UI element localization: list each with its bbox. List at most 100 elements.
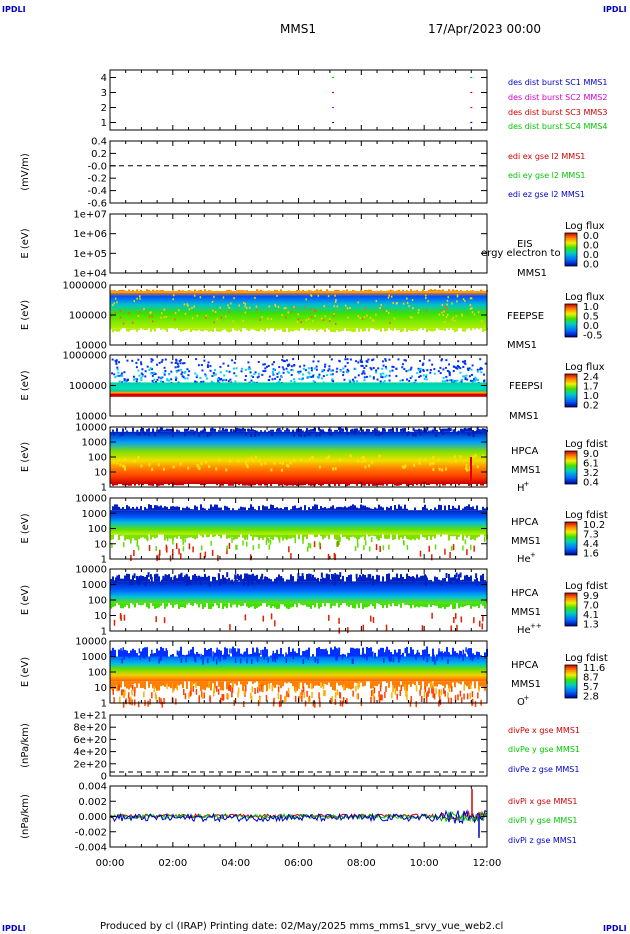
ytick-label-hpca_o: 10 [94,683,107,694]
colorbar-title-hpca_o: Log fdist [565,653,608,664]
ytick-label-hpca_hepp: 100 [88,596,107,607]
ytick-label-burst: 1 [101,118,107,129]
species-charge-hpca_he: + [530,551,536,559]
ytick-label-edi: 0.2 [91,149,107,160]
ytick-label-burst: 2 [101,103,107,114]
ytick-label-feepsi: 10000 [75,412,107,423]
legend-divpe-2: divPe z gse MMS1 [508,765,579,774]
panel-label-feepse-1: MMS1 [507,340,537,351]
colorbar-title-hpca_h: Log fdist [565,439,608,450]
ytick-label-edi: -0.4 [87,186,107,197]
ytick-label-hpca_he: 10 [94,539,107,550]
panel-label-hpca_he-1: MMS1 [511,536,541,547]
panel-label-feepsi-1: MMS1 [509,411,539,422]
ytick-label-divpe: 4e+20 [73,747,107,758]
colorbar-hpca_h [564,450,578,485]
ytick-label-hpca_h: 10 [94,468,107,479]
ylabel-divpe: (nPa/km) [20,723,31,768]
header-date: 17/Apr/2023 00:00 [428,22,542,36]
colorbar-hpca_he [564,521,578,556]
ytick-label-divpe: 1e+21 [73,711,107,722]
spectrogram-hpca_h [110,431,487,484]
footer-text: Produced by cl (IRAP) Printing date: 02/… [100,921,504,932]
ytick-label-divpe: 2e+20 [73,759,107,770]
ytick-label-hpca_hepp: 1000 [82,580,107,591]
xtick-label: 12:00 [473,858,502,869]
ylabel-hpca_hepp: E (eV) [20,585,31,615]
legend-divpe-0: divPe x gse MMS1 [508,726,580,735]
ytick-label-hpca_o: 10000 [75,637,107,648]
colorbar-tick-hpca_h-0: 9.0 [583,449,599,460]
ylabel-hpca_o: E (eV) [20,657,31,687]
ytick-label-hpca_h: 100 [88,453,107,464]
ytick-label-hpca_h: 10000 [75,423,107,434]
legend-divpi-2: divPi z gse MMS1 [508,836,577,845]
ylabel-feepsi: E (eV) [20,370,31,400]
colorbar-tick-feepsi-0: 2.4 [583,372,599,383]
ytick-label-hpca_he: 100 [88,524,107,535]
colorbar-tick-feepse-3: -0.5 [583,331,603,342]
colorbar-title-feepsi: Log flux [565,362,605,373]
ytick-label-edi: -0.0 [87,161,107,172]
ytick-label-hpca_o: 1 [101,699,107,710]
xtick-label: 08:00 [347,858,376,869]
colorbar-tick-feepsi-2: 1.0 [583,391,599,402]
ytick-label-hpca_h: 1000 [82,438,107,449]
ytick-label-hpca_hepp: 10 [94,611,107,622]
colorbar-tick-hpca_he-2: 4.4 [583,539,599,550]
legend-divpi-1: divPi y gse MMS1 [508,816,577,825]
ytick-label-hpca_he: 1000 [82,509,107,520]
colorbar-tick-eis-3: 0.0 [583,260,599,271]
colorbar-tick-feepsi-1: 1.7 [583,382,599,393]
colorbar-tick-eis-2: 0.0 [583,250,599,261]
panel-label-hpca_hepp-1: MMS1 [511,607,541,618]
spectrogram-feepse [110,292,487,329]
xtick-label: 00:00 [96,858,125,869]
colorbar-tick-hpca_hepp-1: 7.0 [583,601,599,612]
corner-label-top-right: IPDLI [603,5,627,14]
ytick-label-burst: 4 [101,73,107,84]
colorbar-eis [564,232,578,267]
ytick-label-hpca_o: 100 [88,668,107,679]
ytick-label-hpca_hepp: 1 [101,627,107,638]
ytick-label-divpi: 0.000 [78,812,107,823]
species-charge-hpca_o: + [524,694,530,702]
species-charge-hpca_hepp: ++ [530,622,542,630]
panel-label-eis-0: EIS [517,239,533,250]
colorbar-feepse [564,303,578,338]
species-hpca_he: He [517,554,531,565]
colorbar-tick-feepse-0: 1.0 [583,302,599,313]
ytick-label-eis: 1e+07 [73,210,107,221]
colorbar-tick-hpca_he-3: 1.6 [583,549,599,560]
legend-burst-0: des dist burst SC1 MMS1 [508,78,607,87]
ytick-label-divpe: 0 [101,772,107,783]
ytick-label-feepse: 1000000 [62,281,107,292]
colorbar-title-hpca_hepp: Log fdist [565,581,608,592]
ytick-label-edi: -0.6 [87,199,107,210]
colorbar-title-eis: Log flux [565,221,605,232]
ytick-label-hpca_hepp: 10000 [75,565,107,576]
ytick-label-edi: -0.2 [87,174,107,185]
corner-label-bottom-right: IPDLI [603,924,627,933]
ytick-label-divpi: -0.002 [75,827,107,838]
legend-burst-1: des dist burst SC2 MMS2 [508,93,607,102]
panel-label-hpca_he-0: HPCA [511,517,539,528]
ytick-label-hpca_h: 1 [101,483,107,494]
spectrogram-feepsi [110,382,487,393]
xtick-label: 10:00 [410,858,439,869]
ytick-label-divpi: 0.002 [78,797,107,808]
colorbar-tick-hpca_o-0: 11.6 [583,663,605,674]
divpi-trace [109,808,487,825]
colorbar-tick-hpca_hepp-0: 9.9 [583,591,599,602]
ylabel-eis: E (eV) [20,228,31,258]
colorbar-tick-hpca_hepp-2: 4.1 [583,610,599,621]
panel-label-hpca_o-1: MMS1 [511,679,541,690]
colorbar-tick-feepse-1: 0.5 [583,312,599,323]
panel-frame-eis [109,213,488,274]
species-charge-hpca_h: + [524,480,530,488]
spectrogram-hpca_he [110,510,487,535]
ytick-label-divpi: -0.004 [75,843,107,854]
ytick-label-hpca_he: 10000 [75,494,107,505]
colorbar-tick-eis-0: 0.0 [583,231,599,242]
